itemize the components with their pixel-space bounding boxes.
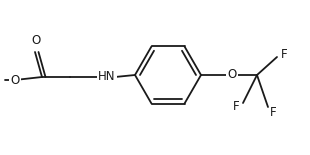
Text: HN: HN bbox=[98, 71, 116, 84]
Text: O: O bbox=[32, 34, 41, 47]
Text: F: F bbox=[232, 100, 239, 113]
Text: F: F bbox=[281, 49, 288, 62]
Text: O: O bbox=[10, 73, 20, 86]
Text: O: O bbox=[227, 69, 237, 82]
Text: F: F bbox=[270, 106, 277, 119]
